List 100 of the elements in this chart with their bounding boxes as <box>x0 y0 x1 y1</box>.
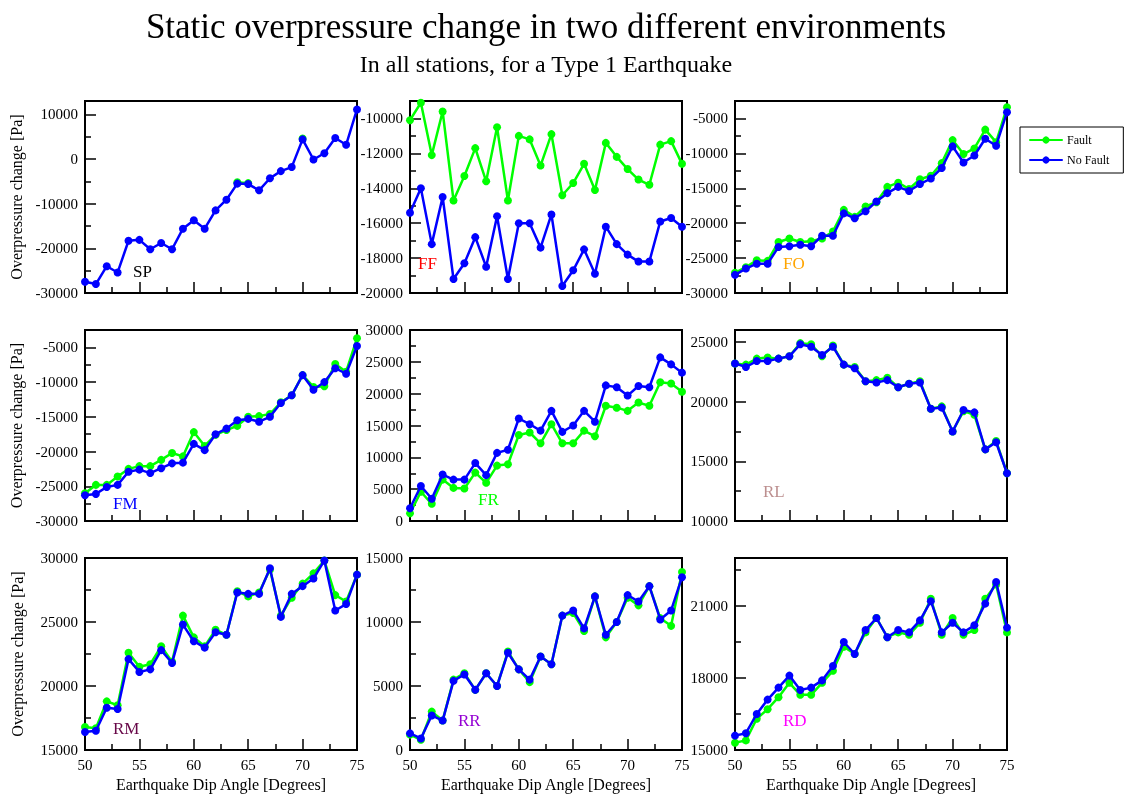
point <box>460 172 469 181</box>
y-tick-label: 10000 <box>365 614 403 630</box>
point <box>667 137 676 146</box>
point <box>514 219 523 228</box>
point <box>970 151 979 160</box>
point <box>612 383 621 392</box>
x-tick-label: 65 <box>890 756 906 773</box>
x-tick-label: 75 <box>674 756 690 773</box>
point <box>342 140 351 149</box>
point <box>178 224 187 233</box>
point <box>113 480 122 489</box>
y-tick-label: -15000 <box>35 408 78 425</box>
point <box>482 262 491 271</box>
point <box>667 606 676 615</box>
point <box>558 282 567 291</box>
x-tick-label: 55 <box>131 756 147 773</box>
point <box>785 671 794 680</box>
annotation: RL <box>763 482 785 502</box>
point <box>406 504 414 513</box>
point <box>449 196 458 205</box>
y-tick-label: 25000 <box>690 333 728 350</box>
y-tick-label: 18000 <box>690 670 728 686</box>
point <box>634 398 643 407</box>
point <box>807 683 816 692</box>
point <box>331 134 340 143</box>
x-axis-title: Earthquake Dip Angle [Degrees] <box>115 776 327 795</box>
point <box>590 186 599 195</box>
point <box>948 618 957 627</box>
point <box>482 471 491 480</box>
x-tick-label: 70 <box>620 756 636 773</box>
y-tick-label: 10000 <box>690 513 728 529</box>
point <box>678 159 686 168</box>
point <box>883 189 892 198</box>
point <box>839 638 848 646</box>
point <box>146 469 155 478</box>
x-tick-label: 60 <box>511 756 527 773</box>
y-tick-label: 15000 <box>365 550 403 566</box>
point <box>634 382 643 391</box>
point <box>558 439 567 448</box>
legend-label: Fault <box>1067 133 1093 147</box>
point <box>200 446 209 455</box>
point <box>601 381 610 390</box>
x-tick-label: 55 <box>456 756 472 773</box>
annotation: FF <box>418 254 437 274</box>
point <box>471 459 480 468</box>
point <box>569 439 578 448</box>
point <box>287 163 296 172</box>
point <box>91 489 100 498</box>
x-tick-label: 60 <box>836 756 852 773</box>
point <box>438 107 447 116</box>
point <box>427 494 436 503</box>
point <box>678 368 686 377</box>
point <box>894 182 903 191</box>
point <box>623 250 632 259</box>
point <box>276 167 285 176</box>
point <box>157 464 166 473</box>
y-tick-label: -30000 <box>35 513 78 529</box>
point <box>731 731 739 740</box>
y-tick-label: -18000 <box>360 250 403 267</box>
point <box>796 686 805 694</box>
point <box>168 245 177 254</box>
point <box>623 406 632 415</box>
point <box>493 212 502 221</box>
point <box>525 428 534 437</box>
point <box>807 242 816 251</box>
point <box>656 217 665 226</box>
chart-title: Static overpressure change in two different environments <box>144 7 948 47</box>
point <box>525 420 534 429</box>
y-tick-label: -25000 <box>685 250 728 267</box>
point <box>741 729 750 738</box>
point <box>157 238 166 247</box>
point <box>471 233 480 242</box>
y-tick-label: -20000 <box>35 240 78 257</box>
y-tick-label: 25000 <box>365 353 403 370</box>
point <box>828 231 837 240</box>
point <box>157 455 166 464</box>
point <box>211 206 220 215</box>
y-tick-label: -20000 <box>360 285 403 301</box>
point <box>135 667 144 676</box>
point <box>580 406 589 415</box>
legend-label: No Fault <box>1067 153 1110 167</box>
y-tick-label: 10000 <box>365 449 403 466</box>
point <box>667 360 676 369</box>
point <box>102 703 111 712</box>
y-tick-label: 15000 <box>690 453 728 470</box>
point <box>168 448 177 457</box>
point <box>569 179 578 188</box>
point <box>91 480 100 489</box>
point <box>287 589 296 598</box>
point <box>514 414 523 423</box>
point <box>353 105 361 114</box>
point <box>146 665 155 674</box>
y-tick-label: -10000 <box>35 374 78 391</box>
y-tick-label: -20000 <box>685 215 728 232</box>
y-tick-label: 0 <box>395 513 403 529</box>
point <box>525 219 534 228</box>
y-tick-label: 15000 <box>690 742 728 758</box>
point <box>482 478 491 487</box>
point <box>81 277 89 286</box>
point <box>981 134 990 143</box>
